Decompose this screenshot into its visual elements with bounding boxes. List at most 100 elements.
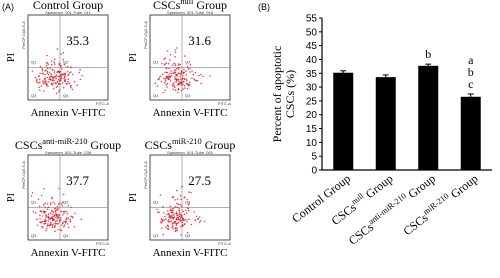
event-dot [55,83,57,85]
event-dot [167,76,170,79]
y-tick-label: 45 [306,41,318,52]
y-tick-label: 0 [311,166,317,177]
event-dot [164,81,166,84]
event-dot [183,84,186,87]
event-dot [57,75,59,78]
inner-x-label: FITC-A [96,241,109,246]
y-axis-label: PI [128,193,139,202]
event-dot [52,84,54,86]
event-dot [64,220,67,223]
event-dot [39,214,41,217]
event-dot [180,215,182,217]
event-dot [68,82,71,85]
plot-frame [27,14,109,101]
event-dot [200,82,202,85]
significance-letter: b [468,65,474,79]
event-dot [56,80,59,83]
event-dot [45,214,47,216]
event-dot [42,203,45,206]
event-dot [171,196,174,199]
event-dot [164,215,166,218]
event-dot [48,71,51,74]
event-dot [198,216,201,218]
y-tick-label: 55 [306,14,318,25]
event-dot [182,81,185,83]
inner-y-label: PerCP-Cy5-5-A [143,21,148,49]
event-dot [72,73,74,76]
event-dot [168,67,170,70]
superscript: null [180,0,194,6]
event-dot [158,77,161,79]
event-dot [71,88,74,91]
event-dot [183,78,186,81]
event-dot [164,57,166,60]
event-dot [49,78,52,80]
event-dot [185,209,187,212]
event-dot [56,85,59,87]
event-dot [185,212,188,214]
event-dot [69,220,71,223]
event-dot [45,80,47,82]
event-dot [173,82,175,84]
x-axis-label: Annexin V-FITC [31,107,106,119]
event-dot [179,203,181,206]
event-dot [42,80,44,82]
event-dot [60,217,62,219]
event-dot [178,66,180,69]
event-dot [46,70,49,73]
error-bar [425,63,432,68]
event-dot [40,194,43,197]
event-dot [47,67,49,69]
event-dot [179,76,181,78]
event-dot [195,80,197,82]
event-dot [177,84,179,86]
title: CSCsmiR-210 Group [400,171,481,239]
quadrant-label: Q3 [153,233,159,238]
event-dot [179,78,182,81]
event-dot [168,75,171,78]
event-dot [62,201,64,204]
event-dot [164,79,167,82]
event-dot [43,223,45,225]
event-dot [184,87,186,89]
title-text: Group [403,171,438,203]
event-dot [58,214,61,216]
event-dot [192,73,195,76]
event-dot [178,221,180,224]
event-dot [70,206,73,209]
event-dot [60,68,63,70]
event-dot [70,71,72,73]
event-dot [63,220,65,223]
event-dot [46,208,49,210]
event-dot [41,69,44,72]
significance-letter: b [425,47,431,61]
event-dot [175,79,178,82]
event-dot [180,198,182,201]
quadrant-label: Q2 [63,200,69,205]
event-dot [42,82,44,84]
event-dot [55,86,58,89]
event-dot [53,61,55,64]
event-dot [156,208,158,211]
event-dot [43,211,46,213]
event-dot [54,209,57,212]
event-dot [66,65,69,68]
event-dot [57,207,59,209]
title: CSCsnull Group [153,0,227,12]
event-dot [167,62,170,65]
quadrant-label: Q2 [185,200,191,205]
percent-label: 37.7 [66,173,89,188]
event-dot [174,49,176,51]
event-dot [177,91,179,94]
event-dot [41,68,44,70]
event-dot [189,67,191,70]
event-dot [69,85,72,87]
event-dot [175,212,178,215]
event-dot [54,230,56,232]
event-dot [186,220,188,223]
event-dot [170,70,172,72]
event-dot [51,68,54,71]
event-dot [42,226,44,229]
event-dot [169,73,171,75]
specimen-label: Specimen_001-Tube_011 [45,10,91,15]
